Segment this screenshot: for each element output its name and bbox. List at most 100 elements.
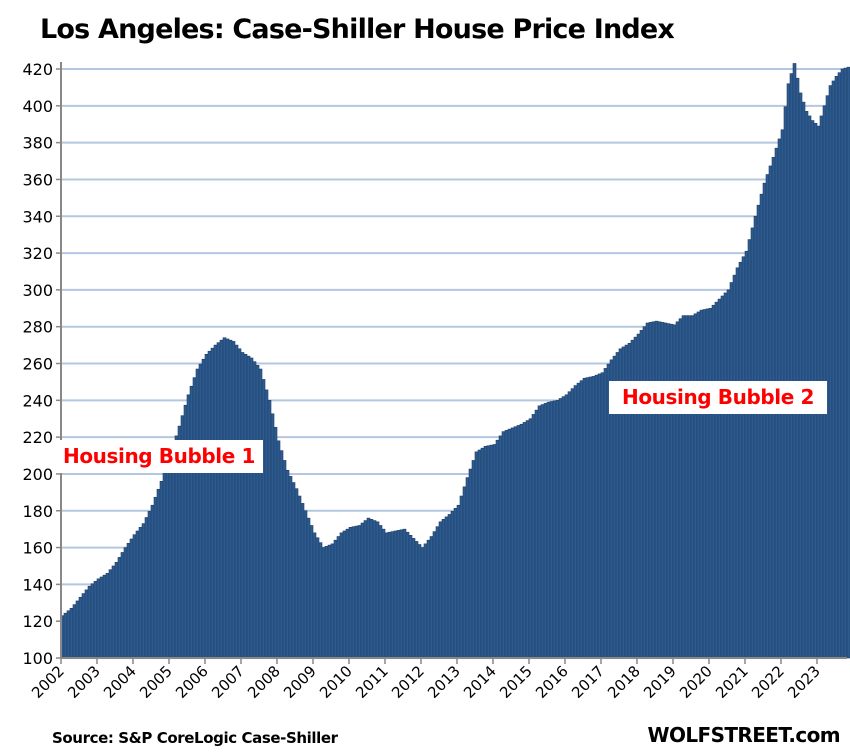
- bar: [828, 85, 833, 659]
- bar: [456, 504, 461, 659]
- bar: [336, 536, 341, 659]
- bar: [765, 174, 770, 659]
- bar: [450, 511, 455, 659]
- bar: [678, 318, 683, 659]
- bar: [327, 544, 332, 659]
- bar: [189, 385, 194, 659]
- bar: [63, 612, 68, 659]
- bar: [81, 593, 86, 659]
- bar: [756, 204, 761, 659]
- bar: [744, 250, 749, 659]
- bar: [381, 528, 386, 659]
- bar: [387, 531, 392, 659]
- bar: [405, 531, 410, 659]
- bar: [711, 304, 716, 659]
- bar: [420, 547, 425, 659]
- bar: [702, 309, 707, 659]
- bar: [246, 355, 251, 659]
- bar: [255, 365, 260, 659]
- bar: [534, 409, 539, 659]
- bar: [426, 539, 431, 659]
- bar: [393, 530, 398, 659]
- bar: [561, 396, 566, 659]
- bar: [375, 521, 380, 659]
- bar: [282, 460, 287, 659]
- y-tick-label: 140: [22, 575, 53, 594]
- bar: [114, 561, 119, 659]
- bar: [273, 427, 278, 659]
- bar: [468, 468, 473, 659]
- bar: [687, 315, 692, 659]
- bar: [156, 488, 161, 659]
- bar: [642, 326, 647, 659]
- bar: [651, 321, 656, 659]
- bar: [441, 519, 446, 659]
- bar: [501, 431, 506, 659]
- bar: [840, 68, 845, 659]
- bar: [729, 282, 734, 659]
- bar: [546, 401, 551, 659]
- bar: [144, 517, 149, 659]
- bar: [399, 529, 404, 659]
- x-tick-label: 2021: [712, 662, 752, 702]
- annotation-housing-bubble-2: Housing Bubble 2: [609, 381, 827, 414]
- bar: [789, 73, 794, 659]
- bar: [288, 476, 293, 659]
- bar: [435, 526, 440, 659]
- bar: [591, 376, 596, 659]
- x-tick-label: 2006: [172, 662, 212, 702]
- bar: [444, 516, 449, 659]
- x-tick-label: 2007: [208, 662, 248, 702]
- bar: [171, 445, 176, 659]
- bar: [690, 315, 695, 659]
- bar: [108, 569, 113, 659]
- bar: [237, 348, 242, 659]
- y-tick-label: 160: [22, 539, 53, 558]
- bar: [723, 292, 728, 659]
- bar: [204, 353, 209, 659]
- bar: [489, 444, 494, 659]
- bar: [699, 309, 704, 659]
- bar: [570, 388, 575, 659]
- bar: [213, 344, 218, 659]
- axes: [56, 62, 847, 664]
- bar: [705, 308, 710, 659]
- y-tick-label: 280: [22, 318, 53, 337]
- bar: [597, 373, 602, 659]
- bar: [531, 414, 536, 659]
- bar: [603, 368, 608, 659]
- bar: [513, 426, 518, 659]
- bar: [582, 377, 587, 659]
- bar: [726, 289, 731, 659]
- y-tick-label: 220: [22, 428, 53, 447]
- bar: [798, 92, 803, 659]
- bar: [411, 538, 416, 659]
- bar: [735, 267, 740, 659]
- bar: [429, 536, 434, 659]
- bar: [216, 342, 221, 659]
- bar: [378, 525, 383, 659]
- bar: [648, 322, 653, 659]
- bar: [261, 379, 266, 659]
- bar: [540, 404, 545, 659]
- bar: [138, 527, 143, 659]
- bar: [90, 583, 95, 659]
- bar: [186, 394, 191, 659]
- bar: [480, 447, 485, 659]
- bar: [210, 347, 215, 659]
- bar: [105, 573, 110, 659]
- x-tick-label: 2020: [676, 662, 716, 702]
- bar: [78, 596, 83, 659]
- bar: [363, 520, 368, 659]
- bar: [720, 295, 725, 659]
- bar: [252, 361, 257, 659]
- x-tick-label: 2017: [568, 662, 608, 702]
- bar: [192, 377, 197, 659]
- bar: [165, 463, 170, 659]
- y-tick-label: 180: [22, 502, 53, 521]
- bar: [306, 517, 311, 659]
- bar: [675, 321, 680, 659]
- bar: [318, 542, 323, 659]
- bar: [141, 523, 146, 659]
